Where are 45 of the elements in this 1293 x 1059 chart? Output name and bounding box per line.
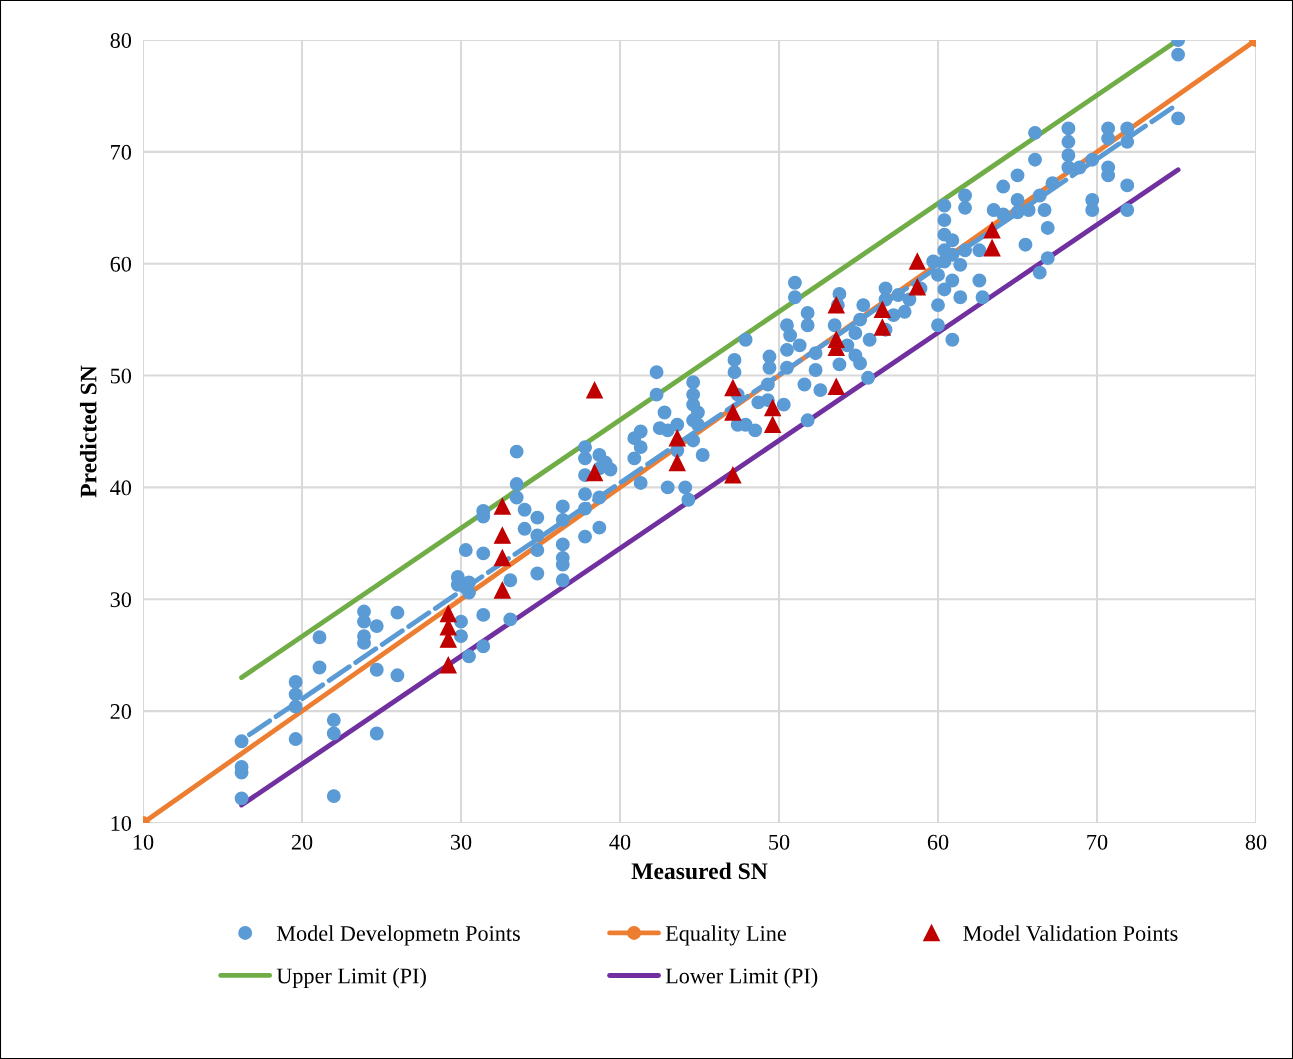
point [764,416,781,434]
x-axis-title: Measured SN [631,862,768,880]
point [909,253,926,270]
legend-label: Model Validation Points [963,925,1178,942]
point [494,527,511,544]
point [668,429,686,447]
point [586,464,603,482]
y-tick-label: 50 [110,368,132,384]
y-tick-label: 70 [111,144,132,160]
y-tick-label: 20 [110,704,132,720]
legend-label: Lower Limit (PI) [665,967,818,989]
point [439,656,457,674]
point [983,239,1001,257]
point [439,605,457,623]
y-tick-label: 80 [110,32,132,48]
y-tick-label: 30 [110,592,132,608]
x-tick-label: 70 [1087,834,1108,850]
point [724,404,742,421]
point [764,399,781,417]
point [494,549,511,567]
y-tick-label: 10 [111,815,132,831]
x-tick-label: 60 [927,834,949,850]
point [874,319,891,336]
x-tick-label: 40 [609,834,631,850]
legend-label: Upper Limit (PI) [276,967,426,988]
x-tick-label: 50 [769,834,790,850]
legend-label: Equality Line [665,925,786,946]
point [494,581,511,599]
x-tick-label: 10 [133,834,154,850]
point [909,278,926,296]
point [827,378,845,396]
y-axis-title: Predicted SN [79,365,97,498]
y-tick-label: 40 [110,480,132,496]
x-tick-label: 20 [291,834,313,850]
point [724,466,742,484]
point [724,379,742,397]
legend-label: Model Developmetn Points [276,925,520,946]
point [586,381,603,399]
x-tick-label: 30 [450,834,472,850]
point [874,301,891,318]
point [983,221,1001,239]
point [494,498,511,515]
point [668,454,686,472]
x-tick-label: 80 [1245,834,1267,850]
y-tick-label: 60 [110,256,132,272]
